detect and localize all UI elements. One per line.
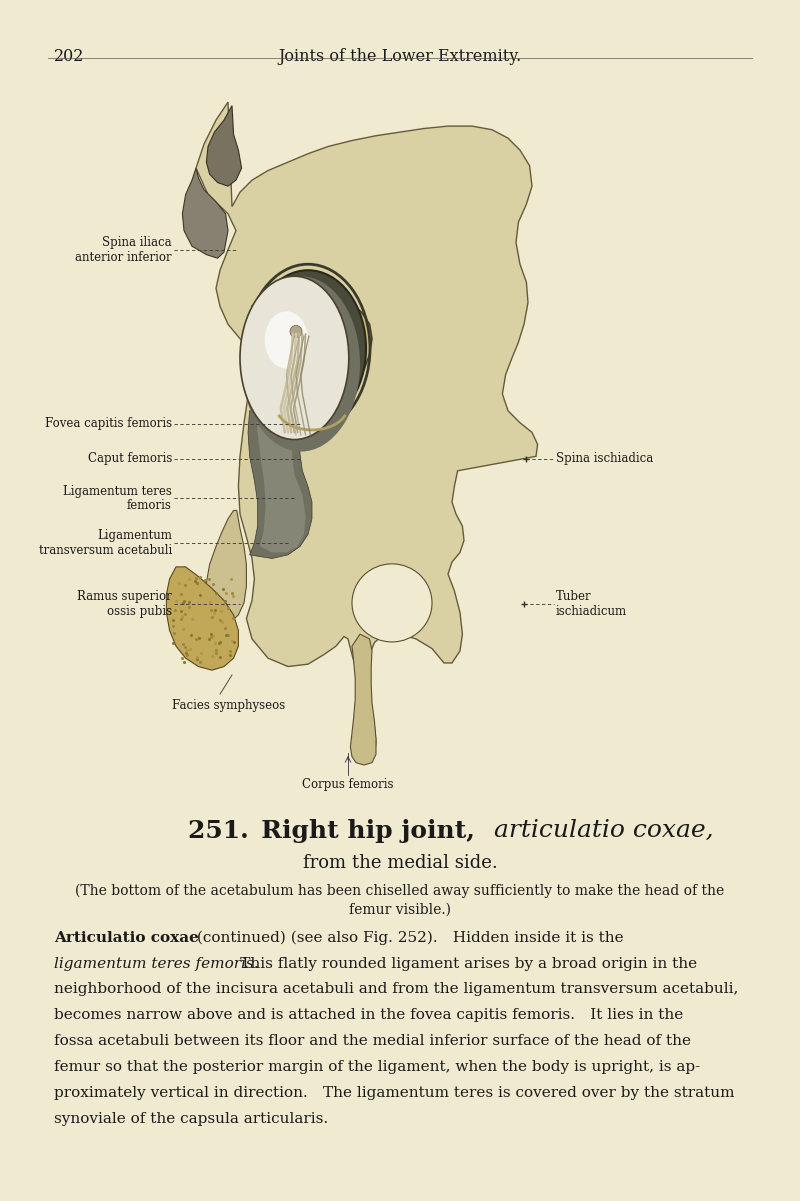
Text: ligamentum teres femoris.: ligamentum teres femoris. [54, 956, 259, 970]
Ellipse shape [352, 564, 432, 641]
Ellipse shape [265, 311, 308, 369]
Polygon shape [196, 102, 538, 757]
Text: This flatly rounded ligament arises by a broad origin in the: This flatly rounded ligament arises by a… [225, 956, 697, 970]
Text: fossa acetabuli between its floor and the medial inferior surface of the head of: fossa acetabuli between its floor and th… [54, 1034, 691, 1048]
Text: articulatio coxae,: articulatio coxae, [494, 819, 714, 842]
Text: Spina iliaca
anterior inferior: Spina iliaca anterior inferior [75, 237, 172, 263]
Ellipse shape [290, 325, 302, 337]
Polygon shape [206, 106, 242, 186]
Text: Ligamentum teres
femoris: Ligamentum teres femoris [63, 485, 172, 512]
Polygon shape [166, 567, 238, 670]
Polygon shape [350, 634, 376, 765]
Text: Articulatio coxae: Articulatio coxae [54, 931, 199, 945]
Text: Tuber
ischiadicum: Tuber ischiadicum [556, 591, 627, 617]
Text: 202: 202 [54, 48, 85, 65]
Text: Facies symphyseos: Facies symphyseos [172, 699, 286, 712]
Text: Ligamentum
transversum acetabuli: Ligamentum transversum acetabuli [38, 530, 172, 556]
Text: (The bottom of the acetabulum has been chiselled away sufficiently to make the h: (The bottom of the acetabulum has been c… [75, 884, 725, 916]
Polygon shape [256, 408, 306, 552]
Polygon shape [248, 411, 312, 558]
Text: proximately vertical in direction. The ligamentum teres is covered over by the s: proximately vertical in direction. The l… [54, 1086, 735, 1100]
Text: Fovea capitis femoris: Fovea capitis femoris [45, 418, 172, 430]
Polygon shape [206, 510, 246, 622]
Text: neighborhood of the incisura acetabuli and from the ligamentum transversum aceta: neighborhood of the incisura acetabuli a… [54, 982, 738, 997]
Text: Ramus superior
ossis pubis: Ramus superior ossis pubis [78, 591, 172, 617]
Text: Spina ischiadica: Spina ischiadica [556, 453, 654, 465]
Polygon shape [246, 286, 372, 411]
Ellipse shape [240, 276, 349, 440]
Ellipse shape [242, 276, 360, 452]
Text: becomes narrow above and is attached in the fovea capitis femoris. It lies in th: becomes narrow above and is attached in … [54, 1009, 684, 1022]
Polygon shape [182, 168, 228, 258]
Text: from the medial side.: from the medial side. [302, 854, 498, 872]
Text: (continued) (see also Fig. 252). Hidden inside it is the: (continued) (see also Fig. 252). Hidden … [192, 931, 624, 945]
Text: Joints of the Lower Extremity.: Joints of the Lower Extremity. [278, 48, 522, 65]
Text: femur so that the posterior margin of the ligament, when the body is upright, is: femur so that the posterior margin of th… [54, 1059, 701, 1074]
Text: Corpus femoris: Corpus femoris [302, 778, 394, 791]
Text: 251. Right hip joint,: 251. Right hip joint, [188, 819, 475, 843]
Text: synoviale of the capsula articularis.: synoviale of the capsula articularis. [54, 1112, 329, 1125]
Ellipse shape [250, 270, 366, 426]
Text: Caput femoris: Caput femoris [88, 453, 172, 465]
